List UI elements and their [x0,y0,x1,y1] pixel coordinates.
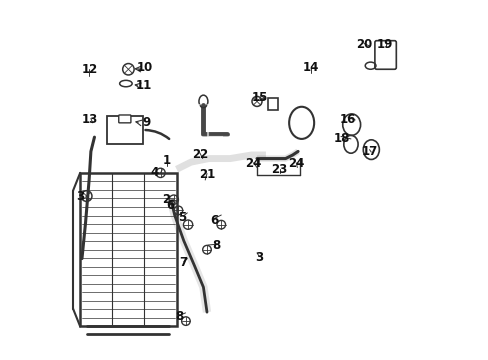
Text: 8: 8 [211,239,220,252]
Text: 4: 4 [150,166,158,179]
Text: 6: 6 [209,213,218,226]
Text: 2: 2 [162,193,170,206]
Text: 22: 22 [191,148,207,161]
Text: 6: 6 [166,199,174,212]
Text: 1: 1 [163,154,171,167]
Text: 11: 11 [135,79,152,92]
Text: 20: 20 [356,39,372,51]
Text: 23: 23 [271,163,287,176]
FancyBboxPatch shape [107,116,142,144]
Text: 5: 5 [178,211,186,224]
Text: 3: 3 [254,251,263,264]
Text: 10: 10 [136,61,152,74]
FancyBboxPatch shape [119,115,131,123]
Text: 21: 21 [199,168,215,181]
Text: 14: 14 [302,61,319,74]
Text: 19: 19 [376,39,392,51]
Text: 15: 15 [251,91,267,104]
Text: 24: 24 [287,157,304,170]
Bar [267,98,278,111]
Text: 7: 7 [180,256,187,269]
Text: 24: 24 [244,157,261,170]
Text: 9: 9 [142,116,150,129]
Text: 8: 8 [175,310,183,323]
Text: 12: 12 [81,63,98,76]
Text: 16: 16 [339,113,355,126]
Text: 3: 3 [76,190,84,203]
Text: 18: 18 [333,132,349,145]
Text: 17: 17 [361,145,377,158]
Text: 13: 13 [82,113,98,126]
